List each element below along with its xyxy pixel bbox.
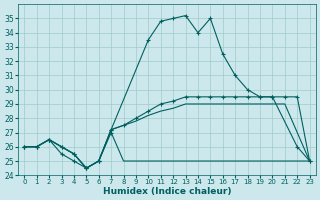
X-axis label: Humidex (Indice chaleur): Humidex (Indice chaleur)	[103, 187, 231, 196]
